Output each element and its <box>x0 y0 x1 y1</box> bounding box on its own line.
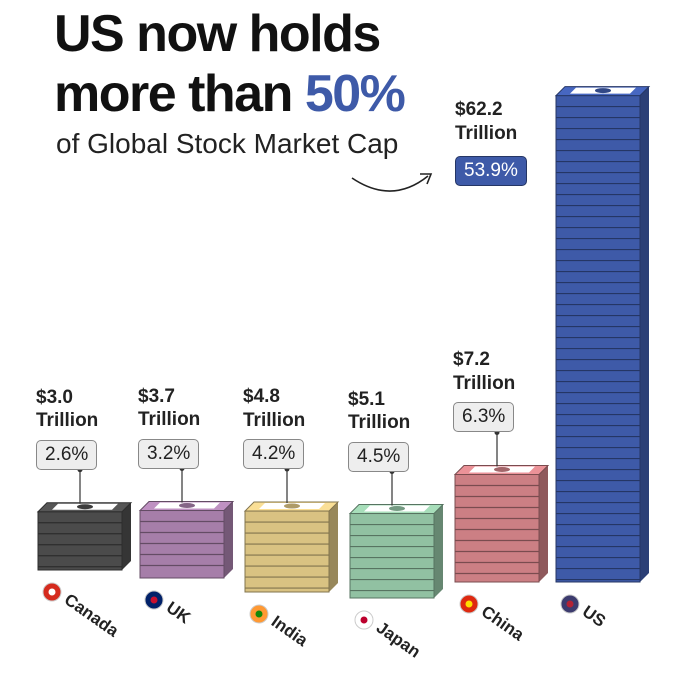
bar-side <box>224 501 233 578</box>
title-line-1: US now holds <box>54 5 381 63</box>
flag-mark <box>255 610 263 618</box>
value-label: $3.0 Trillion <box>36 386 99 432</box>
flag-mark <box>566 600 574 608</box>
share-label: 4.2% <box>243 439 305 470</box>
flag-mark <box>465 600 473 608</box>
value-label: $3.7 Trillion <box>138 385 201 431</box>
bar-side <box>640 86 649 582</box>
value-label: $7.2 Trillion <box>453 349 516 395</box>
bar <box>555 95 641 583</box>
flag-mark <box>48 588 56 596</box>
bill-center <box>179 503 195 509</box>
bar <box>139 510 225 579</box>
title-highlight: 50% <box>304 65 406 123</box>
value-label: $5.1 Trillion <box>348 388 411 434</box>
bill-center <box>595 88 611 94</box>
value-label: $62.2 Trillion <box>455 99 518 144</box>
value-label: $4.8 Trillion <box>243 386 306 431</box>
title-text: more than <box>54 65 293 123</box>
share-label: 6.3% <box>453 402 515 433</box>
share-label: 53.9% <box>455 156 527 186</box>
bar-side <box>539 465 548 582</box>
bar-side <box>329 502 338 592</box>
bill-center <box>77 504 93 510</box>
bill-center <box>494 466 510 472</box>
flag-mark <box>150 596 158 604</box>
arrow <box>351 175 429 192</box>
bill-center <box>389 506 405 512</box>
title-line-2: more than 50% <box>54 65 406 123</box>
bar-side <box>434 504 443 598</box>
bar <box>244 510 330 593</box>
flag-mark <box>360 616 368 624</box>
subtitle: of Global Stock Market Cap <box>56 128 399 159</box>
bar <box>37 511 123 571</box>
bar <box>454 473 540 583</box>
arrow-head <box>420 173 433 185</box>
bar <box>349 513 435 599</box>
share-label: 2.6% <box>36 439 98 470</box>
share-label: 4.5% <box>348 441 410 472</box>
bill-center <box>284 503 300 509</box>
share-label: 3.2% <box>138 438 200 469</box>
bar-side <box>122 502 131 570</box>
